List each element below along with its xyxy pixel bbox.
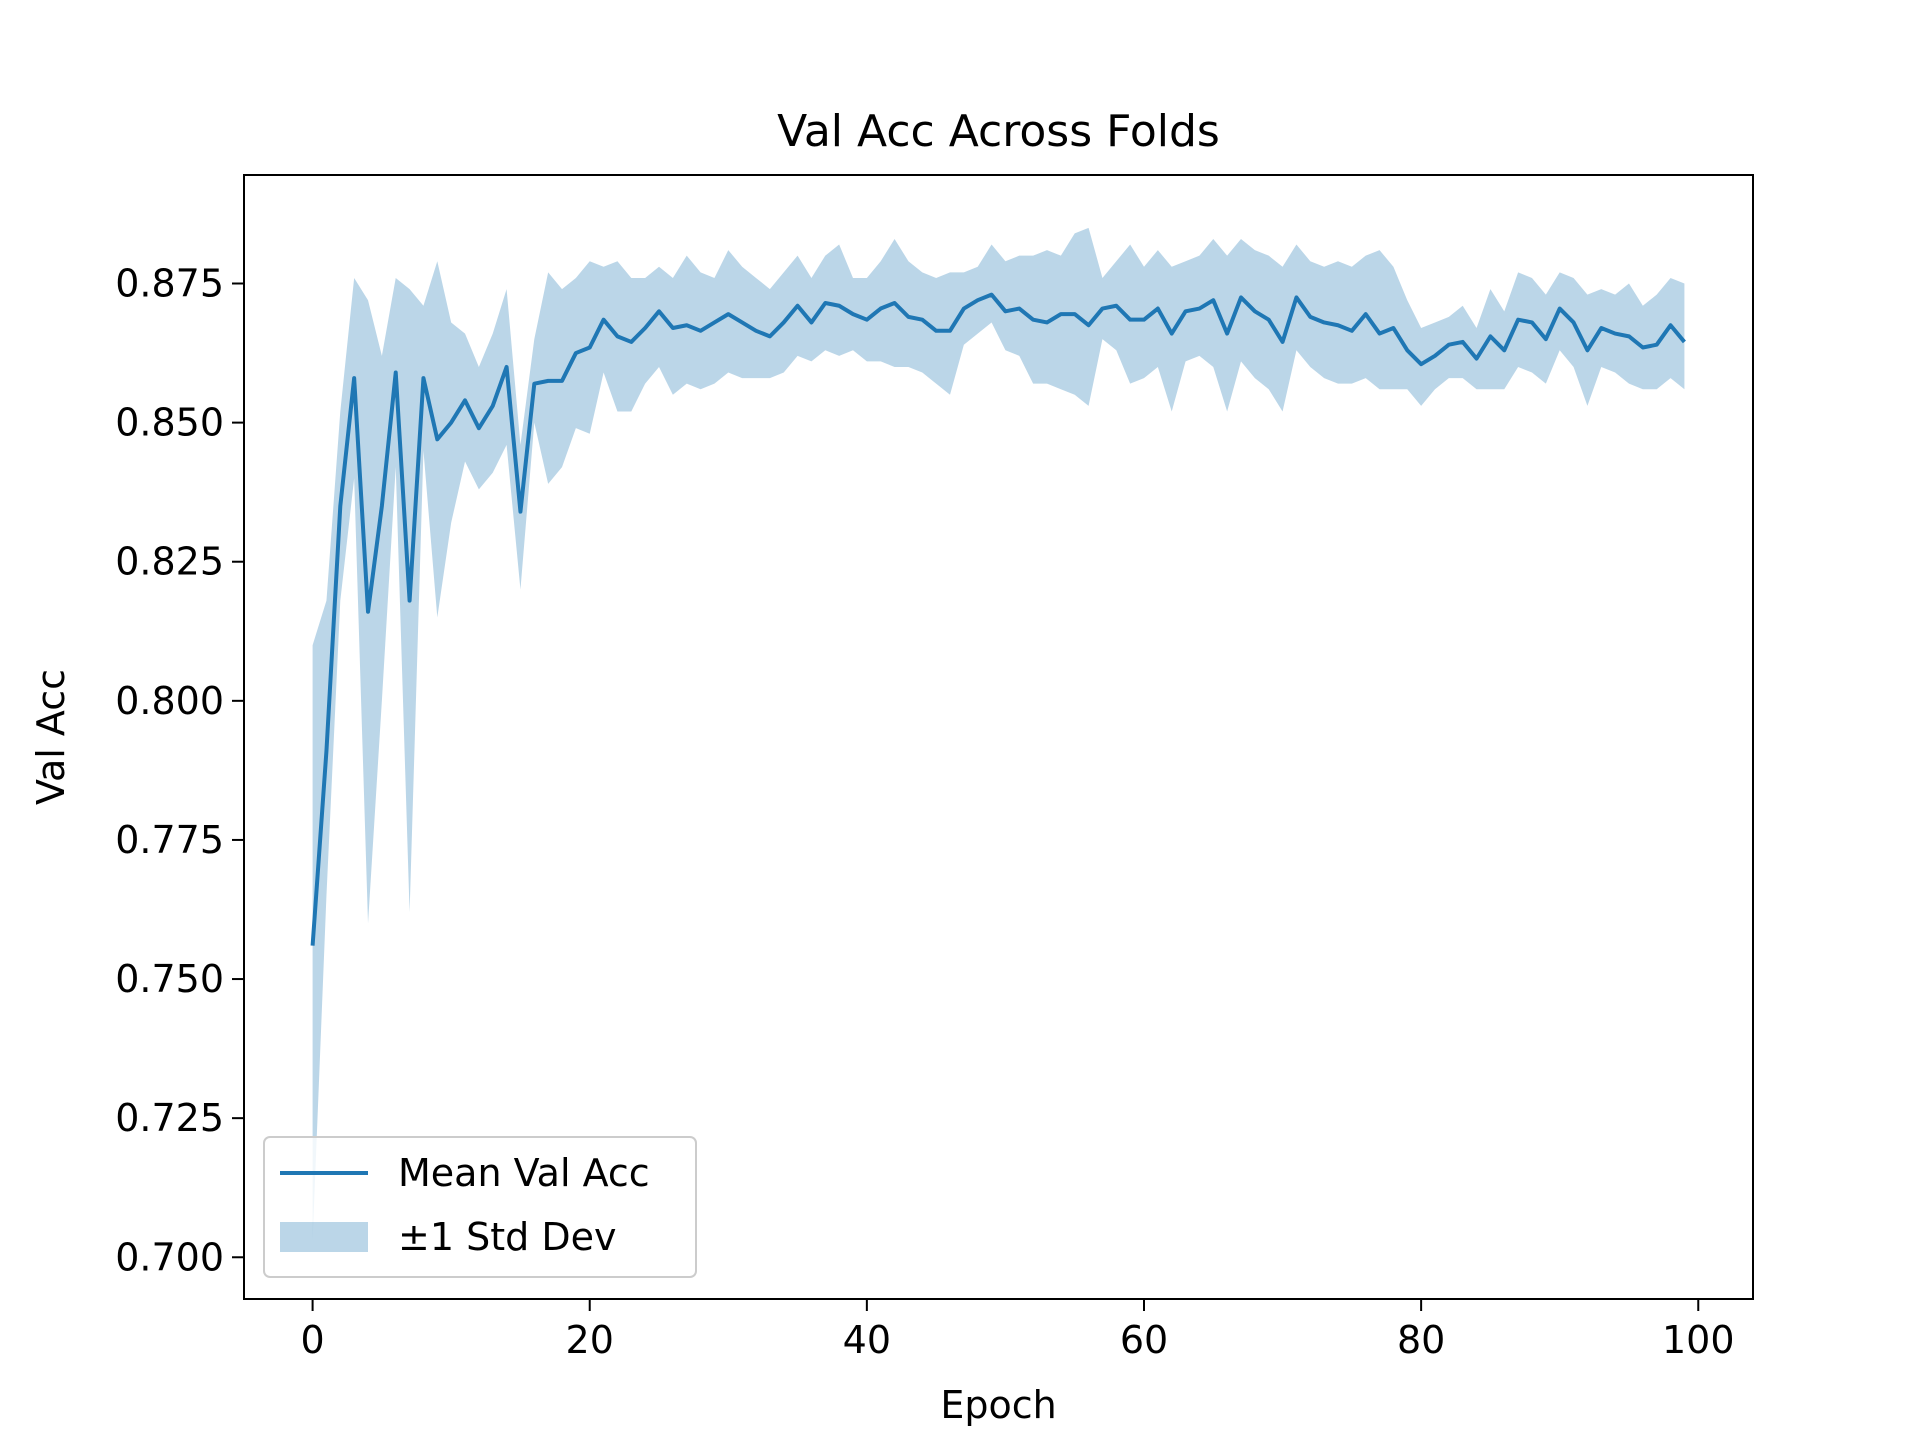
mean-val-acc-line xyxy=(310,292,1686,946)
chart-title: Val Acc Across Folds xyxy=(777,106,1220,157)
y-tick-label: 0.800 xyxy=(115,679,224,723)
std-dev-band xyxy=(312,227,1685,1241)
x-axis-ticks: 0 20 40 60 80 100 xyxy=(300,1299,1735,1362)
x-tick-label: 60 xyxy=(1120,1318,1168,1362)
legend-label: Mean Val Acc xyxy=(398,1151,650,1195)
x-tick-label: 20 xyxy=(566,1318,614,1362)
x-axis-label: Epoch xyxy=(940,1383,1056,1427)
legend-band-swatch xyxy=(280,1222,368,1252)
y-tick-label: 0.750 xyxy=(115,957,224,1001)
y-tick-label: 0.850 xyxy=(115,401,224,445)
y-tick-label: 0.875 xyxy=(115,262,224,306)
plot-area-frame xyxy=(243,174,1754,1300)
legend: Mean Val Acc ±1 Std Dev xyxy=(263,1136,697,1278)
y-axis-ticks: 0.700 0.725 0.750 0.775 0.800 0.825 0.850 0.875 xyxy=(115,262,244,1279)
legend-box xyxy=(263,1136,697,1278)
y-tick-label: 0.700 xyxy=(115,1235,224,1279)
std-band-layer xyxy=(312,227,1685,1241)
x-tick-label: 100 xyxy=(1662,1318,1735,1362)
x-tick-label: 0 xyxy=(300,1318,324,1362)
x-tick-label: 80 xyxy=(1397,1318,1445,1362)
y-tick-label: 0.825 xyxy=(115,540,224,584)
x-tick-label: 40 xyxy=(843,1318,891,1362)
y-tick-label: 0.725 xyxy=(115,1096,224,1140)
y-tick-label: 0.775 xyxy=(115,818,224,862)
series-line-layer xyxy=(310,292,1686,946)
y-axis-label: Val Acc xyxy=(29,669,73,805)
legend-label: ±1 Std Dev xyxy=(398,1215,616,1259)
